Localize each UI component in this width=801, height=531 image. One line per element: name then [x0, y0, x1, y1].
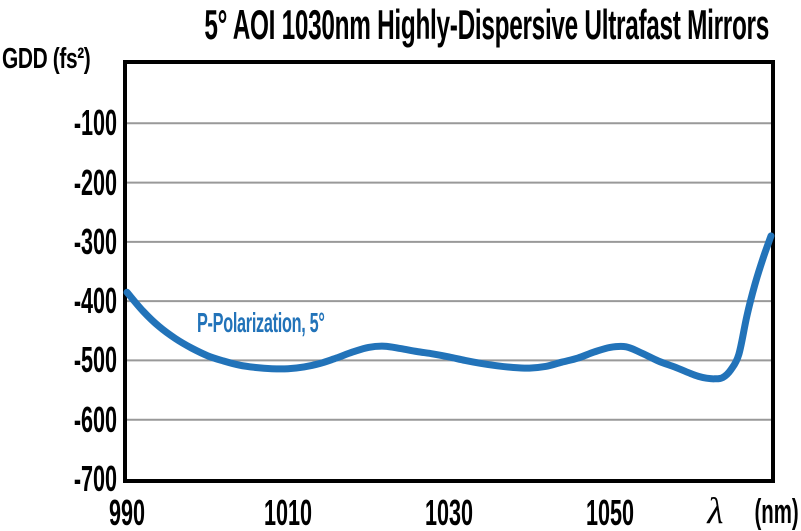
y-tick-label-text: -600 — [73, 398, 117, 440]
chart-title-text: 5° AOI 1030nm Highly-Dispersive Ultrafas… — [204, 1, 770, 48]
y-tick-label-text: -100 — [73, 102, 117, 144]
y-tick-label-text: -700 — [73, 458, 117, 499]
y-tick-label: -500 — [45, 342, 117, 378]
x-tick-label-text: 1010 — [263, 492, 313, 531]
x-tick-label: 1030 — [409, 495, 489, 531]
x-axis-title: λ (nm) — [707, 493, 799, 530]
y-tick-label: -100 — [45, 105, 117, 141]
y-tick-label-text: -500 — [73, 339, 117, 381]
y-tick-label: -400 — [45, 283, 117, 319]
x-tick-label-text: 1050 — [585, 492, 635, 531]
gridlines — [127, 122, 771, 421]
y-axis-title: GDD (fs²) — [2, 45, 125, 74]
y-tick-label: -300 — [45, 220, 117, 262]
gdd-curve — [123, 232, 775, 383]
y-tick-label: -700 — [45, 461, 117, 497]
x-tick-label-text: 1030 — [424, 492, 474, 531]
x-tick-label-text: 990 — [108, 492, 146, 531]
y-tick-label-text: -400 — [73, 280, 117, 322]
x-axis-unit: (nm) — [754, 493, 799, 531]
series-label: P-Polarization, 5° — [197, 309, 417, 337]
lambda-symbol: λ — [707, 491, 724, 531]
x-tick-label: 1010 — [248, 495, 328, 531]
y-axis-title-text: GDD (fs²) — [2, 43, 91, 75]
y-tick-label-text: -300 — [73, 220, 117, 262]
y-tick-label: -200 — [45, 161, 117, 203]
plot-area — [123, 122, 775, 421]
x-tick-label: 990 — [97, 495, 157, 531]
y-tick-label: -600 — [45, 398, 117, 440]
plot-border — [123, 60, 775, 483]
series-label-text: P-Polarization, 5° — [197, 307, 325, 338]
chart-title: 5° AOI 1030nm Highly-Dispersive Ultrafas… — [0, 1, 801, 48]
x-tick-label: 1050 — [570, 495, 650, 531]
y-tick-label-text: -200 — [73, 161, 117, 203]
